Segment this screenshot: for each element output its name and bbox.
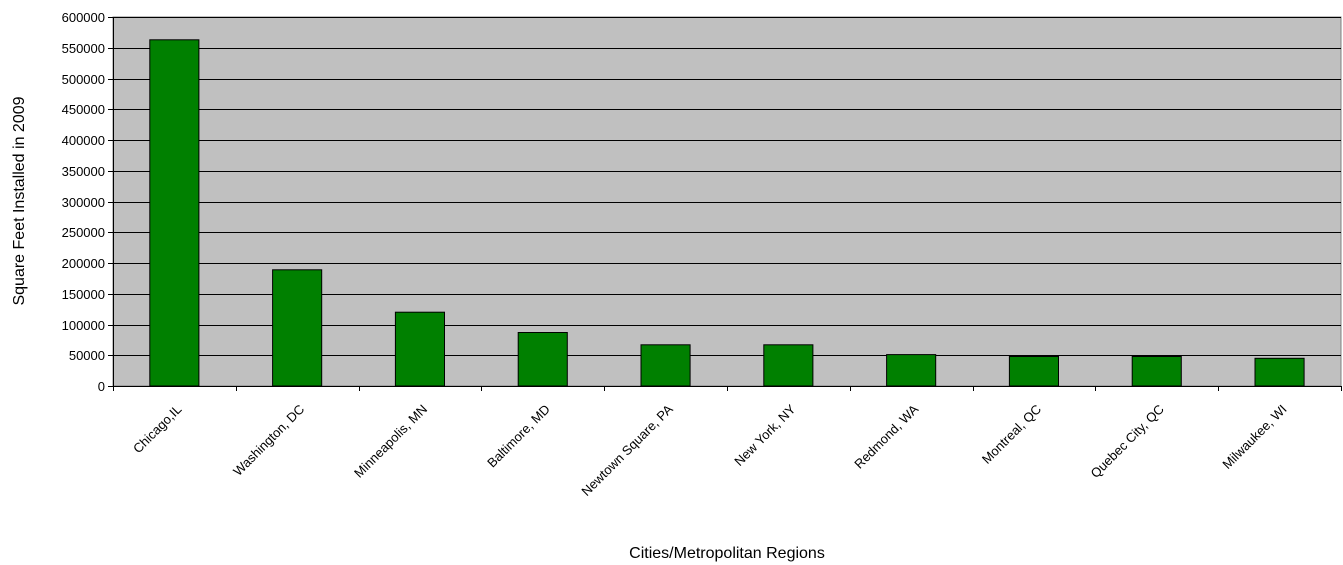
bar xyxy=(763,344,814,387)
y-tick-label: 200000 xyxy=(62,256,105,271)
x-axis-title: Cities/Metropolitan Regions xyxy=(629,545,825,562)
y-tick-label: 450000 xyxy=(62,102,105,117)
bar xyxy=(1254,357,1305,387)
bar xyxy=(886,354,937,387)
x-category-label: Minneapolis, MN xyxy=(351,402,430,481)
y-tick-label: 100000 xyxy=(62,318,105,333)
x-category-label: Chicago,IL xyxy=(130,402,185,457)
x-axis: Chicago,IL Washington, DC Minneapolis, MN B… xyxy=(113,386,1342,499)
x-category-label: Newtown Square, PA xyxy=(578,401,676,499)
x-category-label: New York, NY xyxy=(731,401,799,469)
x-category-label: Baltimore, MD xyxy=(484,402,553,471)
bar xyxy=(517,332,568,387)
x-category-label: Quebec City, QC xyxy=(1088,402,1167,481)
bar xyxy=(394,311,445,387)
y-tick-label: 250000 xyxy=(62,225,105,240)
y-tick-label: 50000 xyxy=(69,348,105,363)
y-tick-label: 0 xyxy=(98,379,105,394)
x-category-label: Montreal, QC xyxy=(979,402,1044,467)
bar xyxy=(1008,356,1060,387)
bar xyxy=(640,344,691,387)
y-tick-label: 600000 xyxy=(62,10,105,25)
bar xyxy=(272,269,323,387)
bar xyxy=(149,39,200,387)
y-tick-label: 350000 xyxy=(62,164,105,179)
x-category-label: Washington, DC xyxy=(230,402,307,479)
y-tick-label: 550000 xyxy=(62,41,105,56)
y-tick-label: 400000 xyxy=(62,133,105,148)
y-axis: 0 50000 100000 150000 200000 250000 300000 3500… xyxy=(62,10,114,394)
x-category-label: Redmond, WA xyxy=(851,401,921,471)
x-category-label: Milwaukee, WI xyxy=(1219,402,1289,472)
y-axis-title: Square Feet Installed in 2009 xyxy=(11,96,28,305)
bar xyxy=(1131,356,1182,387)
y-tick-label: 150000 xyxy=(62,287,105,302)
bars xyxy=(149,39,1305,387)
y-tick-label: 300000 xyxy=(62,195,105,210)
y-tick-label: 500000 xyxy=(62,72,105,87)
